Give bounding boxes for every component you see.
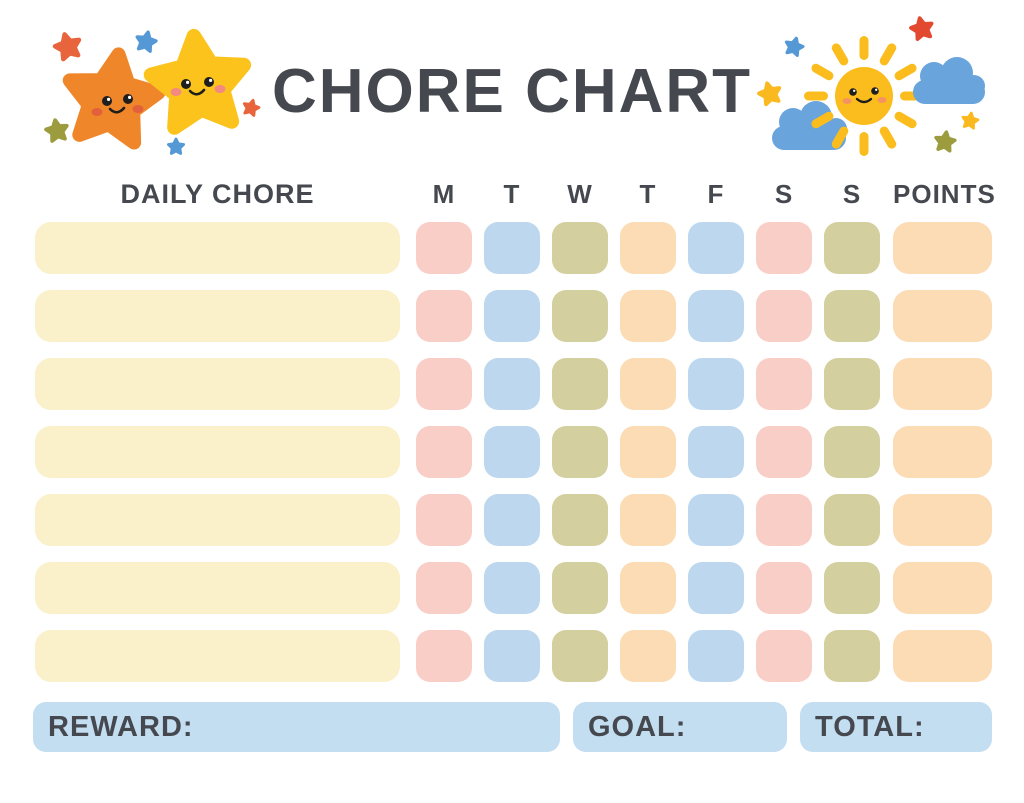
points-field-row-1[interactable] — [893, 222, 992, 274]
goal-field[interactable]: GOAL: — [573, 702, 787, 752]
day-cell-row-1-day-4[interactable] — [620, 222, 676, 274]
day-cell-row-4-day-6[interactable] — [756, 426, 812, 478]
day-cell-row-5-day-7[interactable] — [824, 494, 880, 546]
day-header-5: F — [707, 179, 725, 209]
chore-field-row-1[interactable] — [35, 222, 400, 274]
cloud-icon — [913, 57, 985, 104]
day-cell-row-7-day-1[interactable] — [416, 630, 472, 682]
day-cell-row-1-day-3[interactable] — [552, 222, 608, 274]
day-cell-row-7-day-3[interactable] — [552, 630, 608, 682]
small-blue-star-icon — [135, 30, 157, 52]
day-cell-row-2-day-6[interactable] — [756, 290, 812, 342]
day-cell-row-5-day-3[interactable] — [552, 494, 608, 546]
day-cell-row-4-day-1[interactable] — [416, 426, 472, 478]
day-cell-row-1-day-6[interactable] — [756, 222, 812, 274]
daily-chore-header: DAILY CHORE — [120, 179, 315, 209]
small-blue-star-icon — [784, 36, 805, 56]
chore-field-row-5[interactable] — [35, 494, 400, 546]
small-red-star-icon — [909, 16, 934, 40]
points-field-row-4[interactable] — [893, 426, 992, 478]
chore-field-row-4[interactable] — [35, 426, 400, 478]
day-header-3: W — [567, 179, 593, 209]
day-cell-row-3-day-5[interactable] — [688, 358, 744, 410]
day-cell-row-6-day-3[interactable] — [552, 562, 608, 614]
day-header-1: M — [432, 179, 456, 209]
day-cell-row-6-day-4[interactable] — [620, 562, 676, 614]
day-header-2: T — [503, 179, 521, 209]
small-olive-star-icon — [934, 131, 955, 152]
day-cell-row-3-day-7[interactable] — [824, 358, 880, 410]
day-cell-row-2-day-1[interactable] — [416, 290, 472, 342]
reward-field[interactable]: REWARD: — [33, 702, 560, 752]
page-title: CHORE CHART — [271, 57, 753, 126]
day-cell-row-5-day-2[interactable] — [484, 494, 540, 546]
day-cell-row-3-day-2[interactable] — [484, 358, 540, 410]
day-cell-row-7-day-7[interactable] — [824, 630, 880, 682]
day-cell-row-1-day-5[interactable] — [688, 222, 744, 274]
day-cell-row-6-day-7[interactable] — [824, 562, 880, 614]
small-blue-star-icon — [168, 139, 183, 153]
day-cell-row-2-day-5[interactable] — [688, 290, 744, 342]
yellow-smiling-star-icon — [148, 31, 250, 129]
sun-clouds-decoration — [752, 8, 985, 168]
goal-label: GOAL: — [588, 710, 687, 743]
day-cell-row-2-day-3[interactable] — [552, 290, 608, 342]
day-cell-row-7-day-6[interactable] — [756, 630, 812, 682]
day-cell-row-3-day-4[interactable] — [620, 358, 676, 410]
day-cell-row-7-day-5[interactable] — [688, 630, 744, 682]
day-cell-row-5-day-1[interactable] — [416, 494, 472, 546]
points-field-row-2[interactable] — [893, 290, 992, 342]
points-field-row-7[interactable] — [893, 630, 992, 682]
day-cell-row-6-day-1[interactable] — [416, 562, 472, 614]
chore-field-row-3[interactable] — [35, 358, 400, 410]
points-field-row-6[interactable] — [893, 562, 992, 614]
stars-decoration — [30, 10, 290, 170]
day-cell-row-5-day-5[interactable] — [688, 494, 744, 546]
day-cell-row-2-day-2[interactable] — [484, 290, 540, 342]
day-cell-row-7-day-4[interactable] — [620, 630, 676, 682]
day-cell-row-4-day-5[interactable] — [688, 426, 744, 478]
day-header-7: S — [842, 179, 862, 209]
day-cell-row-3-day-3[interactable] — [552, 358, 608, 410]
day-cell-row-1-day-1[interactable] — [416, 222, 472, 274]
day-cell-row-7-day-2[interactable] — [484, 630, 540, 682]
day-cell-row-2-day-4[interactable] — [620, 290, 676, 342]
day-header-6: S — [774, 179, 794, 209]
day-cell-row-4-day-4[interactable] — [620, 426, 676, 478]
points-field-row-5[interactable] — [893, 494, 992, 546]
orange-smiling-star-icon — [62, 48, 162, 145]
chore-field-row-7[interactable] — [35, 630, 400, 682]
day-cell-row-4-day-7[interactable] — [824, 426, 880, 478]
sun-rays — [804, 36, 924, 156]
day-cell-row-6-day-2[interactable] — [484, 562, 540, 614]
points-header: POINTS — [893, 179, 996, 209]
total-field[interactable]: TOTAL: — [800, 702, 992, 752]
day-cell-row-3-day-1[interactable] — [416, 358, 472, 410]
reward-label: REWARD: — [48, 710, 194, 743]
day-cell-row-1-day-7[interactable] — [824, 222, 880, 274]
day-cell-row-5-day-6[interactable] — [756, 494, 812, 546]
day-cell-row-4-day-2[interactable] — [484, 426, 540, 478]
sun-icon — [804, 36, 924, 156]
chore-field-row-2[interactable] — [35, 290, 400, 342]
day-cell-row-5-day-4[interactable] — [620, 494, 676, 546]
day-header-4: T — [639, 179, 657, 209]
day-cell-row-1-day-2[interactable] — [484, 222, 540, 274]
chore-field-row-6[interactable] — [35, 562, 400, 614]
day-cell-row-4-day-3[interactable] — [552, 426, 608, 478]
day-cell-row-2-day-7[interactable] — [824, 290, 880, 342]
day-cell-row-6-day-5[interactable] — [688, 562, 744, 614]
day-cell-row-3-day-6[interactable] — [756, 358, 812, 410]
total-label: TOTAL: — [815, 710, 925, 743]
cloud-icon — [772, 101, 847, 150]
points-field-row-3[interactable] — [893, 358, 992, 410]
day-cell-row-6-day-6[interactable] — [756, 562, 812, 614]
